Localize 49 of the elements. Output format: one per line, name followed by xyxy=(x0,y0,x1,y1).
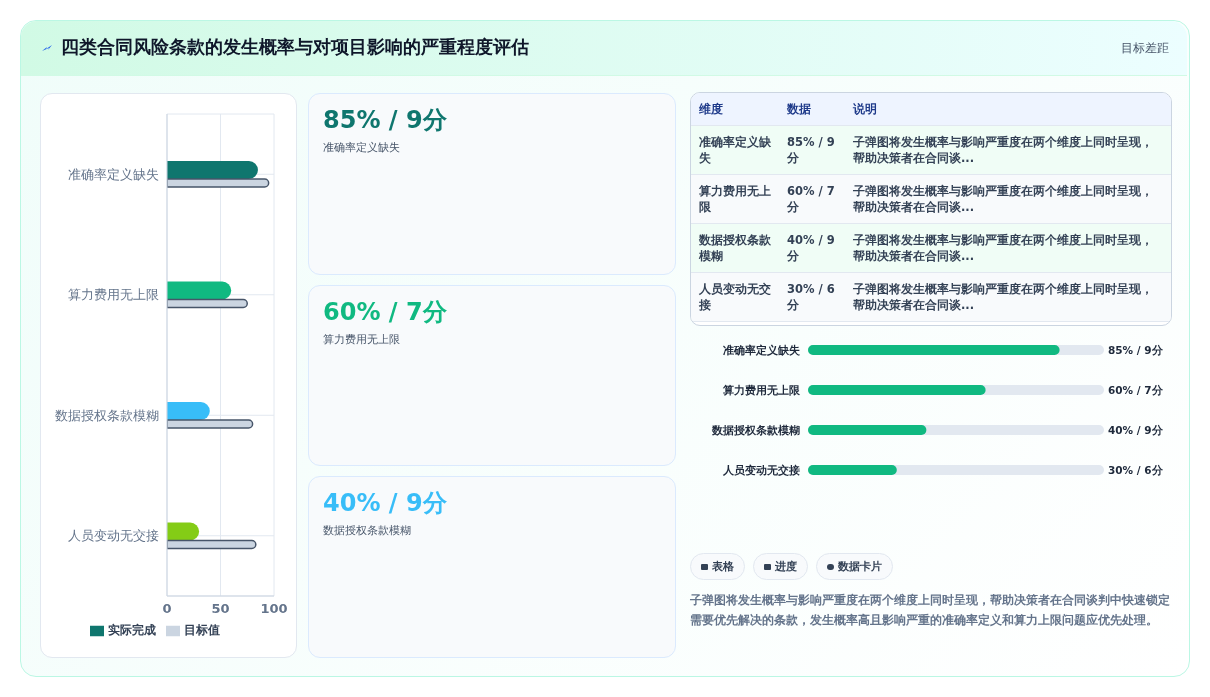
text: 60% / 7分 xyxy=(323,296,447,328)
bar xyxy=(808,465,897,475)
y-tick-label: 数据授权条款模糊 xyxy=(711,423,800,437)
y-tick-label: 数据授权条款模糊 xyxy=(55,407,159,423)
text: 40% / 9分 xyxy=(786,231,836,265)
y-tick-label: 人员变动无交接 xyxy=(68,528,159,544)
x-tick-label: 100 xyxy=(260,601,288,617)
y-tick-label: 准确率定义缺失 xyxy=(723,343,801,357)
text: 说明 xyxy=(852,100,878,118)
text: 数据 xyxy=(786,100,812,118)
data-label: 60% / 7分 xyxy=(1108,384,1164,396)
text: 40% / 9分 xyxy=(323,488,447,520)
text: 子弹图将发生概率与影响严重度在两个维度上同时呈现，帮助决策者在合同谈... xyxy=(852,231,1154,265)
x-tick-label: 0 xyxy=(162,601,172,617)
y-tick-label: 算力费用无上限 xyxy=(68,287,159,303)
text: 算力费用无上限 xyxy=(323,331,400,347)
text: 准确率定义缺失 xyxy=(698,133,772,167)
text: 算力费用无上限 xyxy=(698,182,772,216)
text: 子弹图将发生概率与影响严重度在两个维度上同时呈现，帮助决策者在合同谈... xyxy=(852,133,1154,167)
text: 30% / 6分 xyxy=(786,280,836,314)
chart-title: 四类合同风险条款的发生概率与对项目影响的严重程度评估 xyxy=(61,35,529,59)
y-tick-label: 准确率定义缺失 xyxy=(68,166,159,182)
text: 表格 xyxy=(690,553,745,580)
bar xyxy=(167,281,232,300)
data-label: 40% / 9分 xyxy=(1108,424,1164,436)
data-label: 30% / 6分 xyxy=(1108,464,1164,476)
text: 目标差距 xyxy=(1121,40,1169,57)
text: 子弹图将发生概率与影响严重度在两个维度上同时呈现，帮助决策者在合同谈... xyxy=(852,280,1154,314)
bar xyxy=(167,522,200,541)
text: 人员变动无交接 xyxy=(698,280,772,314)
text: 85% / 9分 xyxy=(323,105,447,136)
x-tick-label: 50 xyxy=(211,601,230,617)
text: 维度 xyxy=(698,100,724,118)
bar xyxy=(167,402,210,420)
text: 子弹图将发生概率与影响严重度在两个维度上同时呈现，帮助决策者在合同谈判中快速锁定需要优先解决的条款，发生概率高且影响严重的准确率定义和算力上限问题应优先处理。 xyxy=(690,592,1170,629)
bar xyxy=(167,161,258,179)
text: 数据授权条款模糊 xyxy=(698,231,772,265)
text: 进度 xyxy=(753,553,808,580)
text: 数据授权条款模糊 xyxy=(323,523,411,539)
text: 85% / 9分 xyxy=(786,133,836,167)
legend-label: 实际完成 xyxy=(107,623,156,637)
text: 子弹图将发生概率与影响严重度在两个维度上同时呈现，帮助决策者在合同谈... xyxy=(852,182,1154,216)
y-tick-label: 算力费用无上限 xyxy=(722,383,801,397)
y-tick-label: 人员变动无交接 xyxy=(722,463,800,477)
data-label: 85% / 9分 xyxy=(1108,344,1164,356)
text: 数据卡片 xyxy=(816,553,893,580)
text: 60% / 7分 xyxy=(786,182,836,216)
text: 准确率定义缺失 xyxy=(323,140,400,155)
legend-label: 目标值 xyxy=(183,623,220,637)
